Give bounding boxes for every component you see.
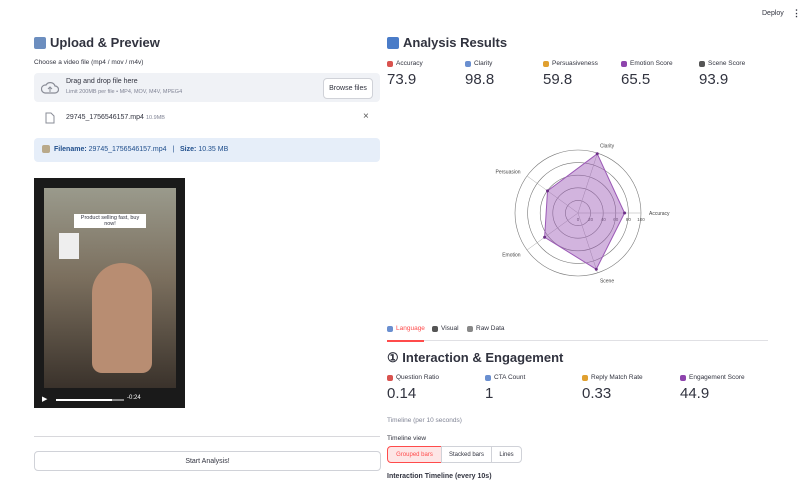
metric-label: CTA Count [494,374,526,381]
metric-value: 1 [485,385,494,402]
r-tick-label: 80 [626,217,632,222]
metric-icon [485,375,491,381]
axis-label: Accuracy [649,211,670,217]
metric-label: Question Ratio [396,374,439,381]
metric-value: 98.8 [465,71,495,88]
r-tick-label: 20 [588,217,594,222]
tab-underline [387,340,424,342]
deploy-button[interactable]: Deploy [762,10,784,17]
tab-icon [467,326,473,332]
axis-label: Emotion [502,253,521,259]
radar-point [594,267,598,271]
metric-label: Persuasiveness [552,60,598,67]
upload-label: Choose a video file (mp4 / mov / m4v) [34,59,144,66]
video-sticker [59,233,79,259]
dropzone-hint: Limit 200MB per file • MP4, MOV, M4V, MP… [66,89,183,95]
metric-icon [680,375,686,381]
metric-icon [543,61,549,67]
info-box [34,138,380,162]
metric-value: 59.8 [543,71,573,88]
filename: 29745_1756546157.mp4 [88,146,167,153]
metric-label: Scene Score [708,60,746,67]
tab-icon [432,326,438,332]
video-time: -0:24 [127,395,141,401]
axis-line [526,175,579,214]
file-icon [45,112,55,124]
r-tick-label: 60 [613,217,619,222]
info-text: Filename: 29745_1756546157.mp4 | Size: 1… [54,146,228,153]
axis-label: Persuasion [496,169,521,175]
radar-point [546,189,550,193]
metric-label: Emotion Score [630,60,673,67]
video-caption: Product selling fast, buy now! [74,214,146,228]
tab-line [387,340,768,341]
view-option[interactable]: Stacked bars [441,446,492,463]
metric-value: 0.14 [387,385,417,402]
tab-icon [387,326,393,332]
metric-label: Reply Match Rate [591,374,643,381]
section-title: ① Interaction & Engagement [387,350,564,365]
metric-label: Accuracy [396,60,423,67]
r-tick-label: 40 [601,217,607,222]
axis-line [577,153,598,214]
file-size: 10.9MB [146,115,165,121]
metric-value: 44.9 [680,385,710,402]
tab[interactable]: Language [396,325,425,332]
video-person [92,263,152,373]
axis-label: Scene [600,279,614,285]
cloud-icon [41,82,59,94]
file-name: 29745_1756546157.mp4 [66,114,144,121]
chart-title: Interaction Timeline (every 10s) [387,473,492,480]
metric-icon [582,375,588,381]
tab[interactable]: Raw Data [476,325,505,332]
axis-label: Clarity [600,143,615,149]
separator: | [172,146,175,153]
r-tick-label: 0 [577,217,580,222]
metric-value: 73.9 [387,71,417,88]
chart-icon [387,37,399,49]
radar-point [623,211,627,215]
remove-file[interactable]: × [363,111,369,122]
metric-value: 0.33 [582,385,612,402]
radar-area [544,153,626,270]
metric-icon [465,61,471,67]
view-option[interactable]: Grouped bars [387,446,442,463]
menu-icon[interactable]: ⋮ [792,8,801,18]
upload-title: Upload & Preview [50,35,160,50]
metric-icon [387,61,393,67]
timeline-note: Timeline (per 10 seconds) [387,417,462,424]
metric-label: Clarity [474,60,493,67]
divider [34,436,380,437]
metric-icon [699,61,705,67]
doc-icon [42,145,50,153]
video-player[interactable]: Product selling fast, buy now! ▶ -0:24 [34,178,185,408]
metric-value: 93.9 [699,71,729,88]
dropzone[interactable] [34,73,380,102]
metric-label: Engagement Score [689,374,745,381]
start-button[interactable]: Start Analysis! [34,451,381,471]
radar-chart: 0 20 40 60 80 100 Accuracy Clarity Persuasion Emo… [496,143,671,285]
view-label: Timeline view [387,435,427,442]
browse-button[interactable]: Browse files [323,78,373,99]
r-tick-label: 100 [637,217,645,222]
axis-line [526,212,579,251]
radar-point [543,235,547,239]
play-button[interactable]: ▶ [42,396,48,403]
tab[interactable]: Visual [441,325,459,332]
metric-icon [387,375,393,381]
metric-icon [621,61,627,67]
dropzone-title: Drag and drop file here [66,78,138,85]
progress-bar[interactable] [56,399,124,401]
size: 10.35 MB [198,146,229,153]
metric-value: 65.5 [621,71,651,88]
size-label: Size: [180,146,197,153]
axis-line [577,212,598,273]
upload-icon [34,37,46,49]
view-option[interactable]: Lines [491,446,522,463]
filename-label: Filename: [54,146,87,153]
radar-point [595,152,599,156]
results-title: Analysis Results [403,35,508,50]
